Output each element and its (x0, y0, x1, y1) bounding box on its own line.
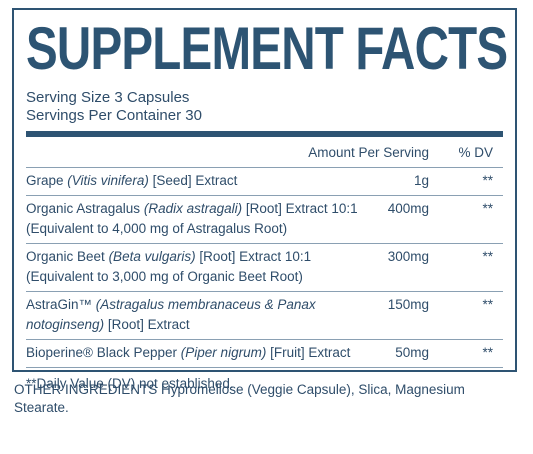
servings-per-container: Servings Per Container 30 (26, 107, 202, 124)
name-part: [Root] Extract 10:1 (199, 249, 312, 264)
name-part: [Fruit] Extract (270, 345, 351, 360)
name-part: Organic Astragalus (26, 201, 141, 216)
daily-value: ** (482, 297, 493, 312)
name-part: Organic Beet (26, 249, 105, 264)
name-part: [Root] Extract (107, 317, 190, 332)
ingredient-row: AstraGin™ (Astragalus membranaceus & Pan… (26, 292, 503, 340)
name-part: (Astragalus membranaceus & Panax notogin… (26, 297, 316, 332)
name-part: (Piper nigrum) (180, 345, 267, 360)
name-part: [Seed] Extract (152, 173, 238, 188)
daily-value: ** (482, 201, 493, 216)
footnote: **Daily Value (DV) not established. (26, 376, 234, 391)
amount: 150mg (387, 297, 429, 312)
amount-header: Amount Per Serving (308, 145, 429, 160)
thick-rule (26, 131, 503, 137)
name-part: (Vitis vinifera) (67, 173, 149, 188)
title: SUPPLEMENT FACTS (26, 15, 508, 82)
ingredient-note: (Equivalent to 3,000 mg of Organic Beet … (26, 269, 303, 284)
amount: 50mg (395, 345, 429, 360)
ingredient-name: Grape (Vitis vinifera) [Seed] Extract (26, 171, 373, 191)
facts-panel: SUPPLEMENT FACTS Serving Size 3 Capsules… (12, 8, 517, 391)
name-part: AstraGin™ (26, 297, 93, 312)
ingredient-row: Bioperine® Black Pepper (Piper nigrum) [… (26, 340, 503, 368)
amount: 300mg (387, 249, 429, 264)
name-line: Bioperine® Black Pepper (Piper nigrum) [… (26, 343, 373, 363)
name-part: (Radix astragali) (143, 201, 243, 216)
name-line: Organic Beet (Beta vulgaris) [Root] Extr… (26, 247, 373, 267)
dv-header: % DV (458, 145, 493, 160)
name-part: (Beta vulgaris) (108, 249, 196, 264)
amount: 400mg (387, 201, 429, 216)
name-line: Grape (Vitis vinifera) [Seed] Extract (26, 171, 373, 191)
ingredient-name: AstraGin™ (Astragalus membranaceus & Pan… (26, 295, 373, 335)
name-part: [Root] Extract 10:1 (245, 201, 358, 216)
header-row: Amount Per Serving % DV (26, 137, 503, 168)
amount: 1g (413, 173, 429, 188)
ingredient-row: Grape (Vitis vinifera) [Seed] Extract 1g *… (26, 168, 503, 196)
daily-value: ** (482, 249, 493, 264)
name-line: Organic Astragalus (Radix astragali) [Ro… (26, 199, 373, 219)
rows: Grape (Vitis vinifera) [Seed] Extract 1g *… (26, 168, 503, 368)
ingredient-note: (Equivalent to 4,000 mg of Astragalus Ro… (26, 221, 288, 236)
name-line: AstraGin™ (Astragalus membranaceus & Pan… (26, 295, 373, 335)
ingredient-name: Organic Astragalus (Radix astragali) [Ro… (26, 199, 373, 239)
name-part: Bioperine® Black Pepper (26, 345, 178, 360)
daily-value: ** (482, 345, 493, 360)
serving-size: Serving Size 3 Capsules (26, 89, 190, 106)
name-part: Grape (26, 173, 64, 188)
other-ingredients: OTHER INGREDIENTS Hypromellose (Veggie C… (14, 382, 465, 415)
daily-value: ** (482, 173, 493, 188)
ingredient-row: Organic Astragalus (Radix astragali) [Ro… (26, 196, 503, 244)
ingredient-row: Organic Beet (Beta vulgaris) [Root] Extr… (26, 244, 503, 292)
ingredient-name: Bioperine® Black Pepper (Piper nigrum) [… (26, 343, 373, 363)
ingredient-name: Organic Beet (Beta vulgaris) [Root] Extr… (26, 247, 373, 287)
